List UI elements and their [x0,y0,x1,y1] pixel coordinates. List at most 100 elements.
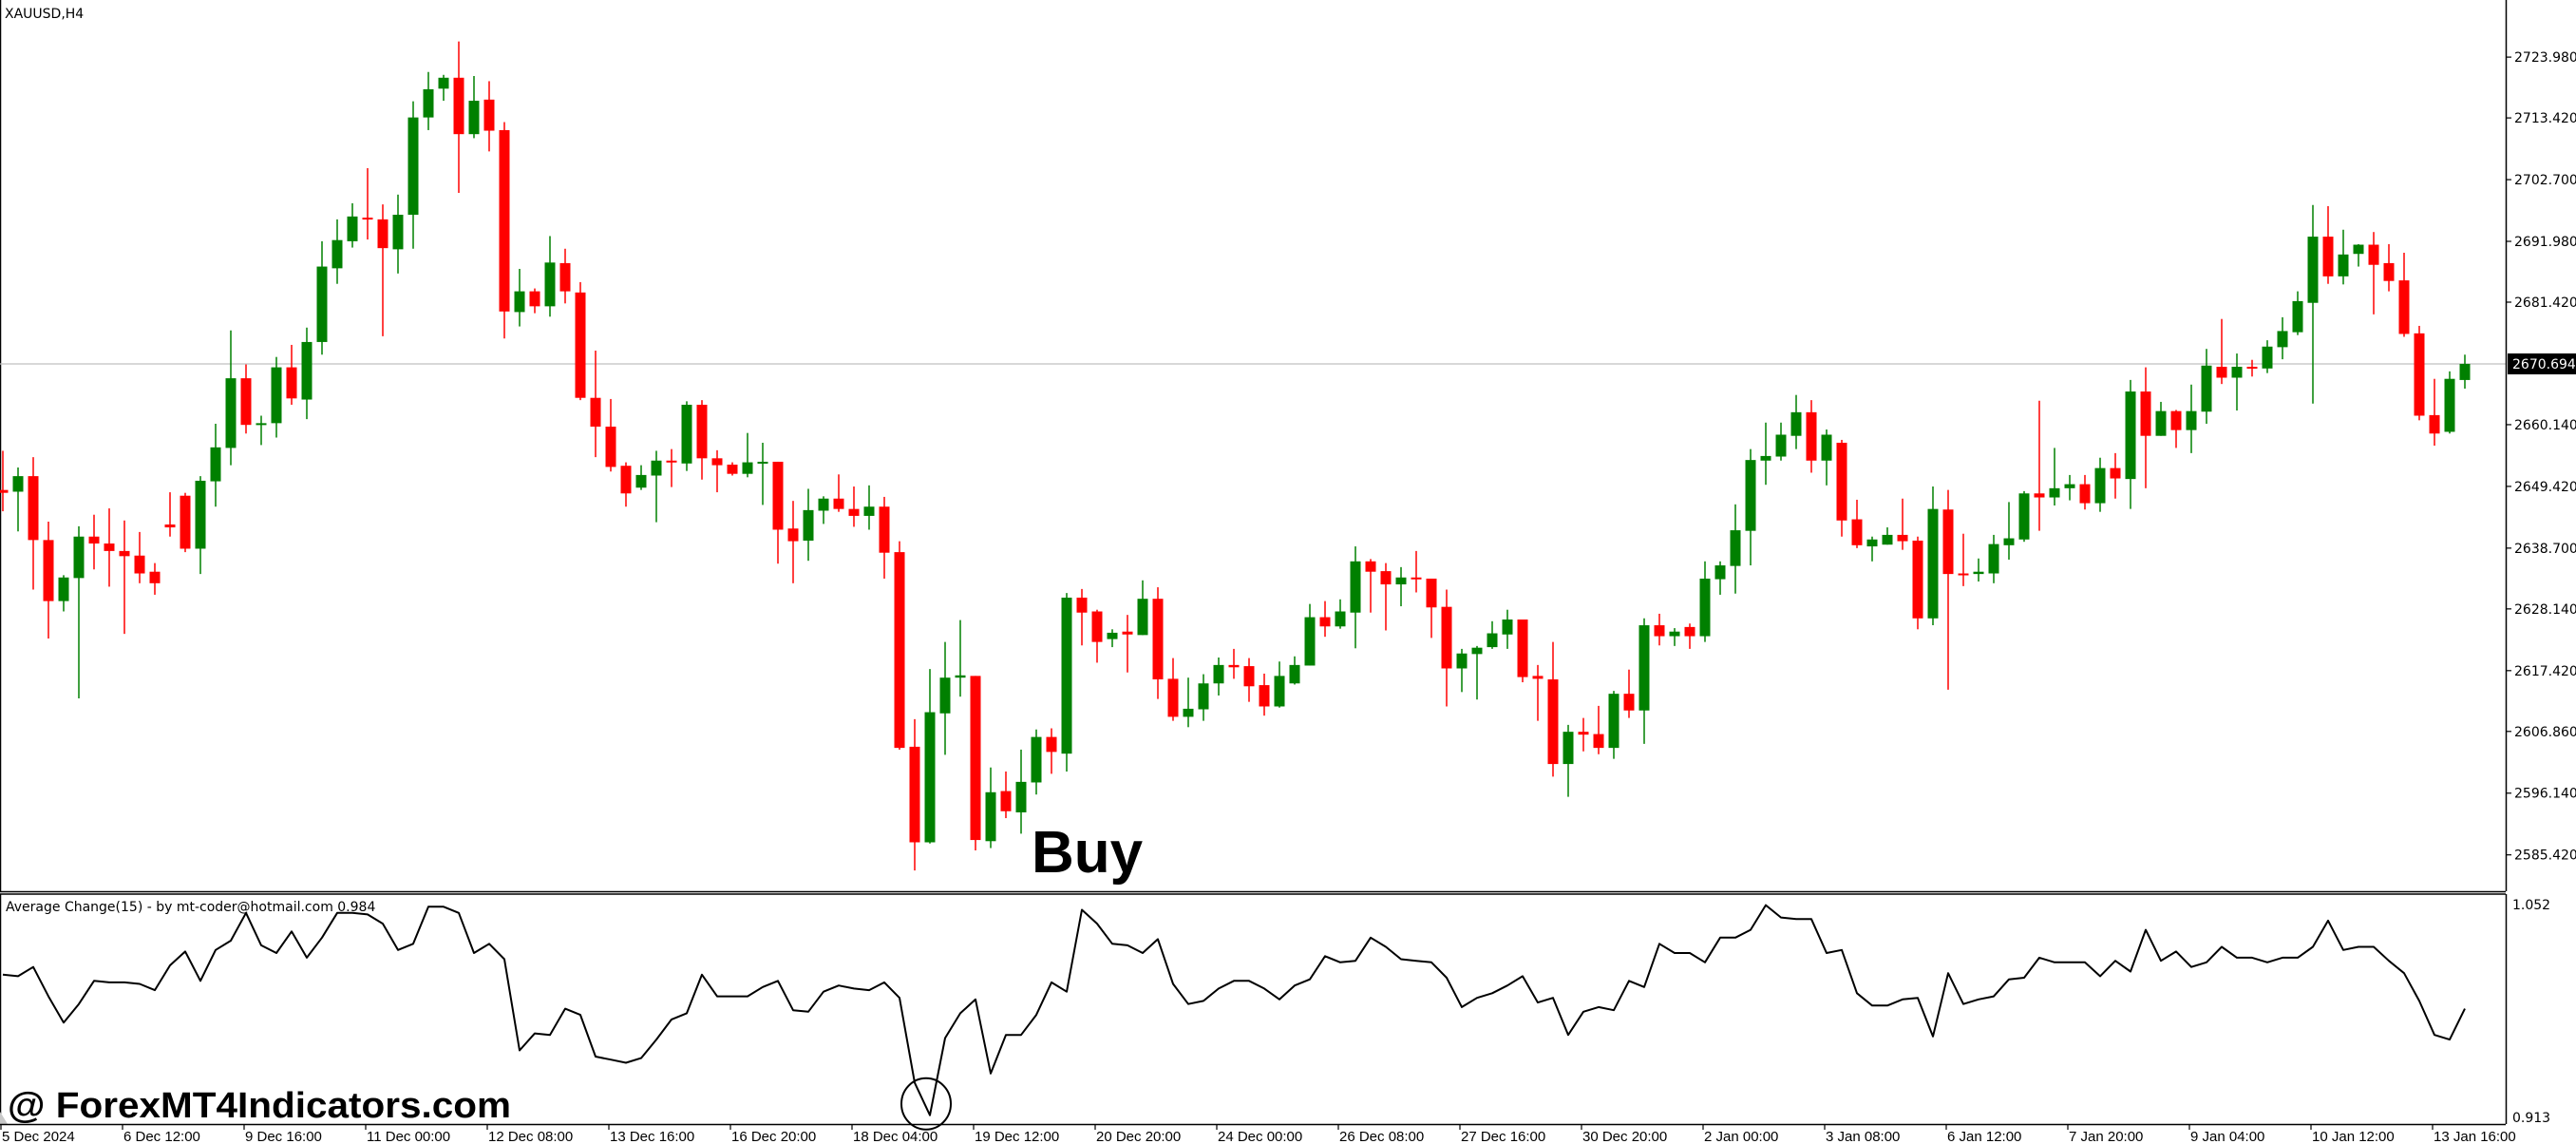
bear-candle [499,122,510,339]
bear-candle [104,508,115,587]
candle-body [2338,254,2349,276]
bear-candle [833,474,844,512]
bull-candle [985,767,996,848]
candle-body [1942,509,1954,575]
candle-body [2201,365,2212,412]
bear-candle [529,288,540,314]
time-tick-label: 24 Dec 00:00 [1218,1129,1302,1144]
candle-body [438,77,449,89]
bull-candle [2201,349,2212,424]
candle-body [392,215,404,250]
candle-body [559,262,571,292]
candle-body [1395,577,1407,585]
corner-marker [0,1112,8,1124]
candle-body [1015,781,1027,812]
bear-candle [1517,619,1528,683]
bull-candle [742,432,753,478]
bear-candle [1851,499,1863,548]
bull-candle [423,71,434,130]
candle-body [2018,493,2030,540]
bear-candle [2216,318,2227,385]
bear-candle [149,562,161,595]
bear-candle [483,81,495,152]
bear-candle [164,492,176,537]
candle-body [666,460,677,463]
candle-body [1623,694,1635,711]
bear-candle [119,520,130,635]
price-axis[interactable]: 2723.980 2713.420 2702.700 2691.980 2681.420… [2505,0,2576,1126]
candle-body [1547,679,1559,765]
bull-candle [1395,566,1407,607]
bull-candle [316,240,328,355]
time-tick-label: 12 Dec 08:00 [488,1129,573,1144]
bear-candle [1623,669,1635,718]
bull-candle [1790,394,1802,449]
candle-body [757,461,768,464]
candle-body [1973,571,1984,575]
price-tick-label: 2702.700 [2514,173,2576,188]
bear-candle [1426,578,1437,639]
candle-body [1714,565,1726,580]
candle-body [1122,631,1133,635]
indicator-panel[interactable]: Average Change(15) - by mt-coder@hotmail… [0,893,2506,1131]
candle-body [28,476,39,541]
time-axis[interactable]: 5 Dec 2024 6 Dec 12:00 9 Dec 16:00 11 Dec 0… [0,1124,2516,1144]
bull-candle [1487,620,1498,649]
bear-candle [1897,498,1908,550]
price-tick-label: 2585.420 [2514,848,2576,864]
bull-candle [73,525,85,699]
bear-candle [2034,400,2045,531]
candle-body [407,117,419,216]
candle-body [1927,508,1939,619]
bull-candle [301,327,313,420]
bull-candle [468,75,480,139]
price-panel[interactable]: XAUUSD,H4 Buy [0,0,2506,893]
candle-body [1167,678,1179,717]
candle-body [1335,611,1346,627]
bear-candle [848,486,860,527]
bull-candle [1730,504,1741,594]
candle-body [1046,736,1057,753]
candle-body [301,341,313,400]
candle-body [863,506,875,516]
indicator-max-label: 1.052 [2512,898,2550,913]
candle-body [1654,625,1665,637]
candle-body [1274,676,1285,707]
candle-body [1638,625,1650,711]
bull-candle [1927,486,1939,626]
bull-candle [2307,204,2319,404]
price-tick-label: 2660.140 [2514,418,2576,433]
time-tick-label: 9 Jan 04:00 [2190,1129,2264,1144]
bear-candle [1365,559,1376,613]
candle-body [256,423,267,426]
bull-candle [225,330,237,466]
bear-candle [1532,664,1544,721]
bull-candle [1821,429,1832,486]
candle-body [1593,734,1604,749]
candle-body [1198,683,1209,710]
candle-body [2216,366,2227,378]
bull-candle [1775,422,1787,461]
candle-body [1912,540,1923,619]
bear-candle [286,344,297,405]
bear-candle [559,248,571,304]
indicator-line [2,904,2466,1116]
time-tick-label: 6 Jan 12:00 [1947,1129,2021,1144]
price-tick-label: 2681.420 [2514,296,2576,311]
candle-body [1684,626,1695,637]
candle-body [1471,647,1483,655]
candle-body [286,367,297,399]
bull-candle [955,620,966,697]
bear-candle [2110,452,2121,499]
bear-candle [1091,609,1103,663]
candle-body [423,88,434,118]
bear-candle [1593,705,1604,754]
candle-body [2307,237,2319,303]
candle-body [2049,487,2060,498]
candle-body [134,555,145,574]
candle-body [1441,606,1452,669]
buy-annotation: Buy [1032,820,1144,886]
bear-candle [590,351,601,458]
time-tick-label: 26 Dec 08:00 [1339,1129,1424,1144]
